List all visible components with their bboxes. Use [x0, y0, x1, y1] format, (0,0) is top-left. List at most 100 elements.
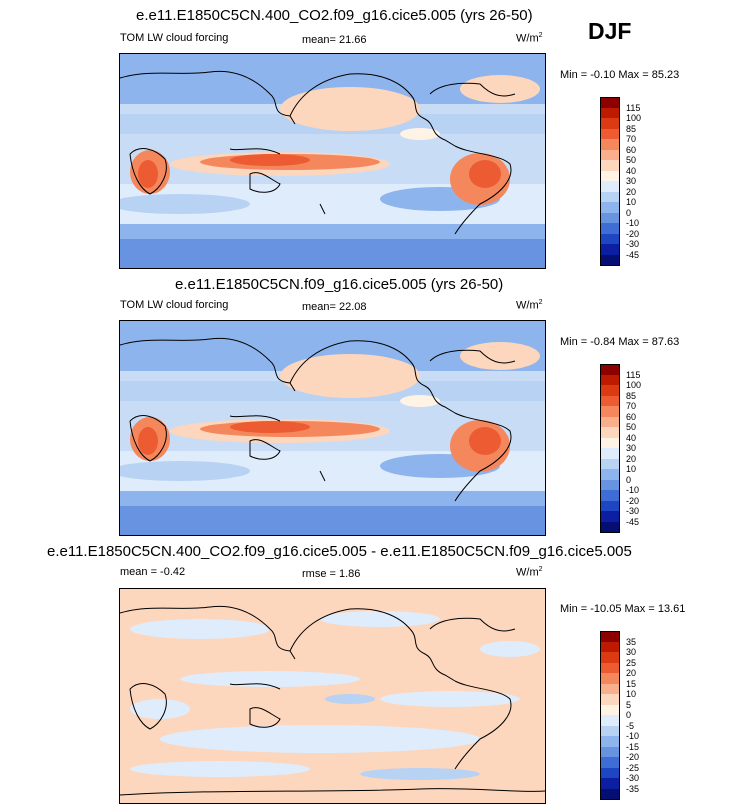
colorbar-swatch	[600, 778, 620, 789]
colorbar-swatch	[600, 757, 620, 768]
colorbar-label: 25	[626, 657, 637, 668]
colorbar-swatch	[600, 736, 620, 747]
colorbar-label: 70	[626, 401, 637, 411]
colorbar-swatch	[600, 128, 620, 140]
colorbar-label: -30	[626, 773, 640, 783]
colorbar-label: -30	[626, 506, 640, 516]
colorbar-swatch	[600, 746, 620, 758]
colorbar-label: 15	[626, 678, 637, 689]
colorbar-label: 5	[626, 699, 632, 710]
colorbar-swatch	[600, 694, 620, 705]
colorbar-swatch	[600, 641, 620, 653]
colorbar-swatch	[600, 181, 620, 192]
colorbar-swatch	[600, 364, 620, 375]
colorbar-swatch	[600, 521, 620, 533]
colorbar-swatch	[600, 479, 620, 491]
colorbar-swatch	[600, 160, 620, 171]
colorbar-swatch	[600, 244, 620, 255]
colorbar-swatch	[600, 662, 620, 674]
colorbar-label: 115	[626, 102, 641, 113]
panel1-title: e.e11.E1850C5CN.400_CO2.f09_g16.cice5.00…	[136, 7, 533, 24]
colorbar-label: -25	[626, 762, 640, 773]
panel2-colorbar: 115 100 85 70 60 50 40 30 20 10 0 -10 -20 -30 -45	[600, 364, 680, 533]
colorbar-label: 60	[626, 144, 637, 155]
colorbar-swatch	[600, 448, 620, 459]
colorbar-label: 30	[626, 443, 637, 453]
panel2-minmax: Min = -0.84 Max = 87.63	[560, 336, 680, 348]
colorbar-label: 60	[626, 411, 637, 422]
colorbar-swatch	[600, 490, 620, 501]
colorbar-swatch	[600, 631, 620, 642]
colorbar-swatch	[600, 715, 620, 726]
colorbar-label: -10	[626, 218, 640, 228]
colorbar-label: 10	[626, 464, 637, 474]
colorbar-label: -15	[626, 741, 640, 752]
colorbar-swatch	[600, 500, 620, 512]
colorbar-swatch	[600, 437, 620, 449]
colorbar-label: 0	[626, 710, 632, 720]
colorbar-swatch	[600, 395, 620, 407]
colorbar-label: 20	[626, 186, 637, 197]
colorbar-label: 20	[626, 668, 637, 678]
colorbar-swatch	[600, 511, 620, 522]
colorbar-swatch	[600, 118, 620, 129]
colorbar-swatch	[600, 406, 620, 417]
panel3-minmax: Min = -10.05 Max = 13.61	[560, 603, 686, 615]
colorbar-label: 10	[626, 689, 637, 699]
colorbar-swatch	[600, 469, 620, 480]
colorbar-label: -20	[626, 495, 640, 506]
panel2-mean-label: mean= 22.08	[302, 301, 367, 313]
colorbar-swatch	[600, 767, 620, 779]
colorbar-swatch	[600, 202, 620, 213]
colorbar-label: 35	[626, 636, 637, 647]
panel3-colorbar: 35 30 25 20 15 10 5 0 -5 -10 -15 -20 -25 -30 -35	[600, 631, 680, 800]
colorbar-label: -5	[626, 720, 635, 731]
panel2-map	[119, 320, 546, 536]
colorbar-swatch	[600, 139, 620, 150]
colorbar-label: -10	[626, 731, 640, 741]
panel1-map	[119, 53, 546, 269]
colorbar-label: 50	[626, 422, 637, 432]
colorbar-label: 40	[626, 165, 637, 176]
colorbar-label: 0	[626, 474, 632, 485]
colorbar-label: 100	[626, 113, 642, 123]
colorbar-swatch	[600, 97, 620, 108]
colorbar-label: -10	[626, 485, 640, 495]
colorbar-label: -30	[626, 239, 640, 249]
colorbar-label: 50	[626, 155, 637, 165]
colorbar-label: -35	[626, 783, 640, 794]
panel1-mean-label: mean= 21.66	[302, 34, 367, 46]
colorbar-swatch	[600, 374, 620, 386]
colorbar-swatch	[600, 788, 620, 800]
colorbar-label: 115	[626, 369, 641, 380]
colorbar-label: 10	[626, 197, 637, 207]
panel1-minmax: Min = -0.10 Max = 85.23	[560, 69, 680, 81]
colorbar-swatch	[600, 149, 620, 161]
colorbar-label: 85	[626, 390, 637, 401]
colorbar-swatch	[600, 254, 620, 266]
colorbar-label: -20	[626, 752, 640, 762]
colorbar-label: 40	[626, 432, 637, 443]
panel2-variable-label: TOM LW cloud forcing	[120, 299, 229, 311]
colorbar-swatch	[600, 458, 620, 470]
colorbar-label: 70	[626, 134, 637, 144]
colorbar-label: -45	[626, 516, 640, 527]
colorbar-swatch	[600, 212, 620, 224]
colorbar-swatch	[600, 170, 620, 182]
colorbar-swatch	[600, 704, 620, 716]
colorbar-label: 30	[626, 176, 637, 186]
colorbar-swatch	[600, 385, 620, 396]
panel2-title: e.e11.E1850C5CN.f09_g16.cice5.005 (yrs 2…	[175, 276, 504, 293]
colorbar-label: 100	[626, 380, 642, 390]
colorbar-swatch	[600, 652, 620, 663]
season-label: DJF	[588, 18, 632, 44]
panel3-mean-label: mean = -0.42	[120, 566, 186, 578]
colorbar-swatch	[600, 233, 620, 245]
panel3-units: W/m2	[516, 566, 543, 579]
colorbar-swatch	[600, 107, 620, 119]
panel1-colorbar: 115 100 85 70 60 50 40 30 20 10 0 -10 -20 -30 -45	[600, 97, 680, 266]
panel3-title: e.e11.E1850C5CN.400_CO2.f09_g16.cice5.00…	[47, 543, 632, 560]
colorbar-swatch	[600, 191, 620, 203]
colorbar-label: -45	[626, 249, 640, 260]
colorbar-label: 30	[626, 647, 637, 657]
